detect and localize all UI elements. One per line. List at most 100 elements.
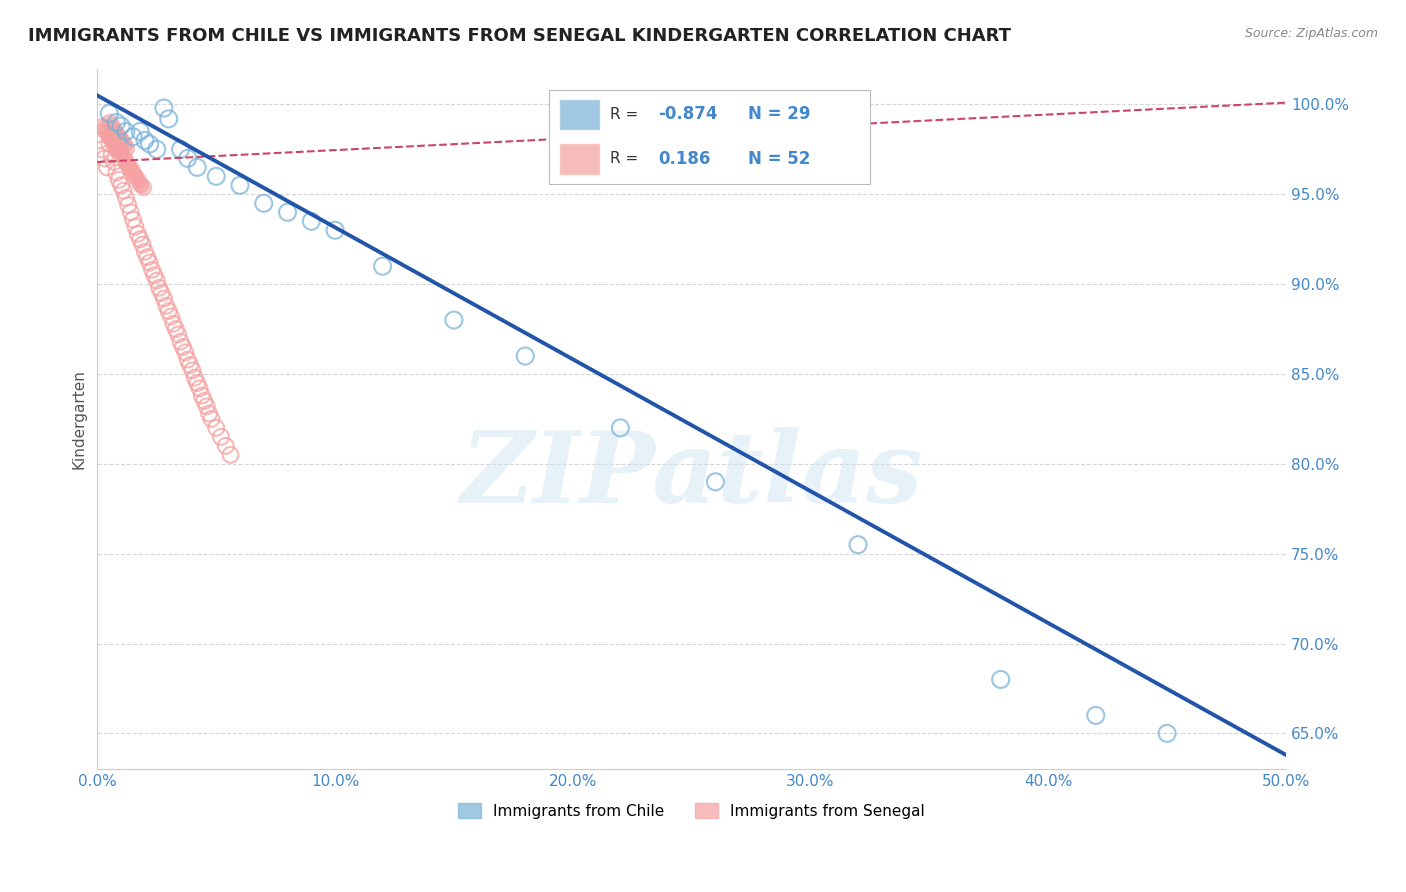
Point bbox=[191, 388, 214, 402]
Point bbox=[153, 101, 176, 115]
Point bbox=[323, 223, 346, 237]
Point bbox=[129, 124, 152, 138]
Point bbox=[229, 178, 252, 193]
Point bbox=[115, 191, 138, 205]
Point bbox=[253, 196, 276, 211]
Point bbox=[105, 126, 128, 140]
Point bbox=[219, 448, 242, 462]
Point bbox=[110, 119, 132, 133]
Point bbox=[215, 439, 238, 453]
Point bbox=[100, 119, 122, 133]
Point bbox=[153, 292, 176, 306]
Point bbox=[110, 148, 132, 162]
Point bbox=[136, 250, 159, 264]
Point bbox=[138, 255, 160, 269]
Point bbox=[186, 376, 208, 390]
Point bbox=[117, 159, 139, 173]
Point bbox=[157, 112, 180, 126]
Text: IMMIGRANTS FROM CHILE VS IMMIGRANTS FROM SENEGAL KINDERGARTEN CORRELATION CHART: IMMIGRANTS FROM CHILE VS IMMIGRANTS FROM… bbox=[28, 27, 1011, 45]
Point bbox=[105, 140, 128, 154]
Point bbox=[112, 152, 135, 166]
Point bbox=[105, 166, 128, 180]
Point bbox=[103, 155, 125, 169]
Point bbox=[277, 205, 299, 219]
Point bbox=[112, 136, 135, 151]
Point bbox=[98, 106, 121, 120]
Point bbox=[134, 133, 156, 147]
Point bbox=[105, 115, 128, 129]
Point bbox=[169, 334, 191, 349]
Point bbox=[103, 122, 125, 136]
Point bbox=[184, 370, 207, 384]
Point bbox=[100, 133, 122, 147]
Point bbox=[107, 129, 129, 144]
Point bbox=[162, 317, 184, 331]
Point bbox=[176, 352, 198, 367]
Point bbox=[131, 180, 153, 194]
Point bbox=[100, 148, 122, 162]
Point bbox=[107, 173, 129, 187]
Point bbox=[98, 129, 121, 144]
Point bbox=[148, 281, 170, 295]
Text: ZIPatlas: ZIPatlas bbox=[461, 426, 922, 524]
Point bbox=[96, 161, 118, 175]
Point bbox=[188, 381, 211, 395]
Point bbox=[205, 421, 228, 435]
Legend: Immigrants from Chile, Immigrants from Senegal: Immigrants from Chile, Immigrants from S… bbox=[453, 797, 931, 825]
Point bbox=[98, 136, 121, 151]
Point bbox=[205, 169, 228, 184]
Point bbox=[990, 673, 1012, 687]
Point bbox=[150, 286, 173, 301]
Point bbox=[129, 232, 152, 246]
Point bbox=[846, 538, 869, 552]
Point bbox=[124, 219, 146, 234]
Point bbox=[157, 304, 180, 318]
Point bbox=[443, 313, 465, 327]
Point bbox=[120, 205, 142, 219]
Point bbox=[117, 198, 139, 212]
Point bbox=[120, 162, 142, 177]
Point bbox=[172, 340, 194, 354]
Point bbox=[93, 122, 115, 136]
Point bbox=[93, 152, 115, 166]
Point bbox=[115, 124, 138, 138]
Point bbox=[200, 412, 222, 426]
Point bbox=[704, 475, 727, 489]
Point bbox=[98, 115, 121, 129]
Point bbox=[127, 227, 149, 241]
Point bbox=[155, 299, 177, 313]
Point bbox=[160, 310, 183, 324]
Point bbox=[176, 152, 198, 166]
Point bbox=[179, 358, 201, 372]
Point bbox=[1084, 708, 1107, 723]
Point bbox=[127, 173, 149, 187]
Point bbox=[186, 161, 208, 175]
Point bbox=[122, 166, 145, 180]
Point bbox=[115, 140, 138, 154]
Point bbox=[165, 322, 187, 336]
Point bbox=[515, 349, 537, 363]
Point bbox=[195, 400, 218, 414]
Point bbox=[96, 126, 118, 140]
Point bbox=[110, 178, 132, 193]
Point bbox=[174, 345, 197, 359]
Point bbox=[609, 421, 631, 435]
Point bbox=[141, 262, 163, 277]
Point bbox=[169, 142, 191, 156]
Point bbox=[146, 274, 169, 288]
Point bbox=[209, 430, 232, 444]
Point bbox=[107, 144, 129, 158]
Point bbox=[299, 214, 322, 228]
Point bbox=[115, 155, 138, 169]
Point bbox=[91, 119, 114, 133]
Point bbox=[146, 142, 169, 156]
Point bbox=[1156, 726, 1178, 740]
Point bbox=[138, 136, 160, 151]
Point bbox=[124, 169, 146, 184]
Point bbox=[129, 177, 152, 191]
Point bbox=[371, 259, 394, 273]
Point bbox=[131, 237, 153, 252]
Point bbox=[167, 327, 190, 342]
Point bbox=[89, 133, 111, 147]
Point bbox=[122, 212, 145, 227]
